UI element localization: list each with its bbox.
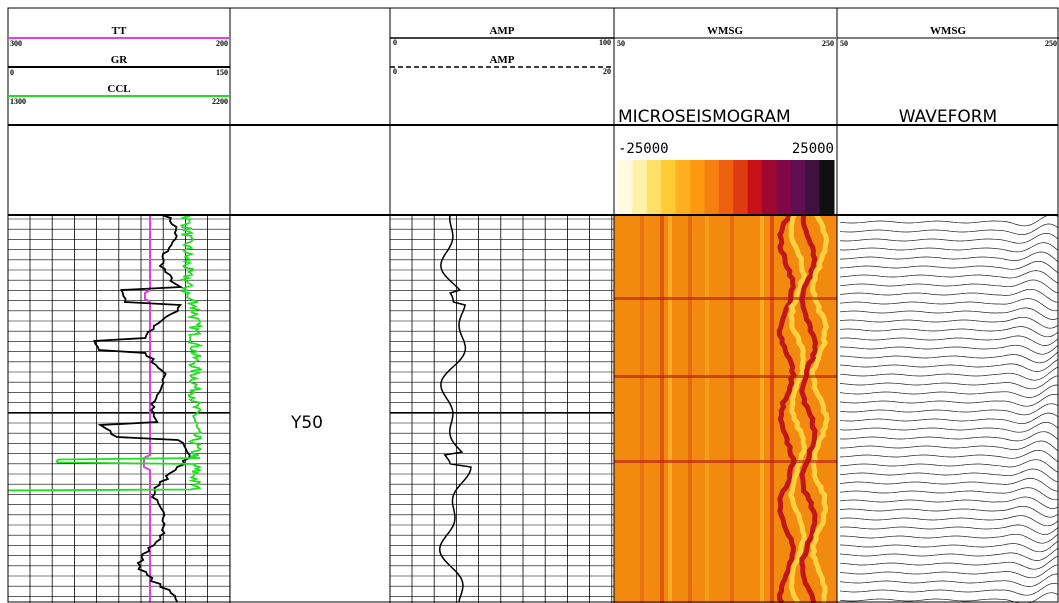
curve-max: 2200 xyxy=(212,97,228,106)
msg-stripe xyxy=(688,215,692,603)
msg-stripe xyxy=(705,215,709,603)
colorbar-swatch xyxy=(661,160,676,214)
log-display: MICROSEISMOGRAM WAVEFORM Y50 -25000 2500… xyxy=(0,0,1059,603)
colorbar-swatch xyxy=(676,160,691,214)
track-label: WAVEFORM xyxy=(899,107,997,127)
colorbar-swatch xyxy=(791,160,806,214)
curve-max: 200 xyxy=(216,39,228,48)
curve-name: GR xyxy=(111,54,129,66)
colorbar-min: -25000 xyxy=(618,141,669,157)
msg-stripe xyxy=(760,215,764,603)
depth-label: Y50 xyxy=(290,413,323,433)
colorbar-swatch xyxy=(632,160,647,214)
msg-event xyxy=(614,460,837,463)
background xyxy=(0,0,1059,603)
colorbar-swatch xyxy=(690,160,705,214)
curve-max: 20 xyxy=(603,67,611,76)
msg-event xyxy=(614,297,837,300)
msg-stripe xyxy=(668,215,672,603)
curve-name: AMP xyxy=(489,25,514,37)
colorbar-swatch xyxy=(805,160,820,214)
curve-name: WMSG xyxy=(930,25,967,37)
curve-min: 50 xyxy=(840,39,848,48)
curve-max: 250 xyxy=(1045,39,1057,48)
colorbar-swatch xyxy=(647,160,662,214)
curve-min: 0 xyxy=(393,67,397,76)
colorbar-max: 25000 xyxy=(792,141,834,157)
colorbar-swatch xyxy=(618,160,633,214)
colorbar-swatch xyxy=(748,160,763,214)
msg-stripe xyxy=(730,215,734,603)
msg-stripe xyxy=(660,215,664,603)
colorbar-swatch xyxy=(733,160,748,214)
curve-name: WMSG xyxy=(707,25,744,37)
msg-event xyxy=(614,375,837,378)
curve-name: AMP xyxy=(489,54,514,66)
curve-max: 150 xyxy=(216,68,228,77)
curve-min: 1300 xyxy=(10,97,26,106)
track-label: MICROSEISMOGRAM xyxy=(618,107,791,127)
curve-min: 0 xyxy=(393,38,397,47)
colorbar-swatch xyxy=(719,160,734,214)
curve-name: CCL xyxy=(107,83,130,95)
colorbar-swatch xyxy=(762,160,777,214)
msg-stripe xyxy=(770,215,774,603)
curve-max: 250 xyxy=(822,39,834,48)
curve-min: 0 xyxy=(10,68,14,77)
curve-min: 300 xyxy=(10,39,22,48)
colorbar-swatch xyxy=(820,160,835,214)
curve-max: 100 xyxy=(599,38,611,47)
colorbar-swatch xyxy=(704,160,719,214)
curve-min: 50 xyxy=(617,39,625,48)
colorbar-swatch xyxy=(776,160,791,214)
msg-stripe xyxy=(640,215,644,603)
curve-name: TT xyxy=(112,25,127,37)
